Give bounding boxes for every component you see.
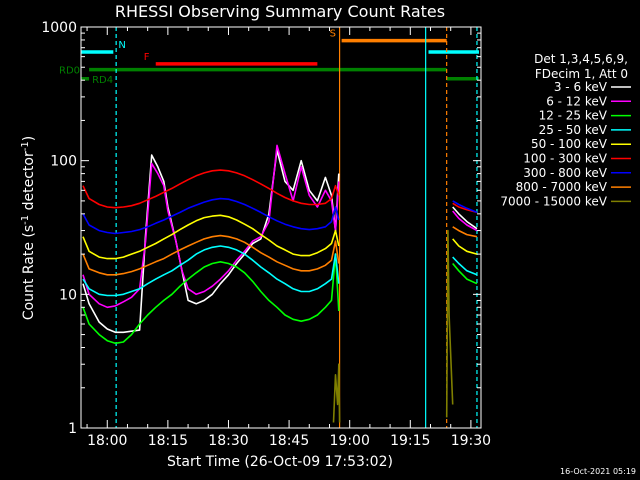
x-tick-label-4: 19:00 bbox=[330, 433, 370, 449]
legend-label-4: 50 - 100 keV bbox=[531, 137, 608, 151]
mode-change-lines bbox=[115, 27, 478, 428]
legend-header-line-1: Det 1,3,4,5,6,9, bbox=[534, 52, 628, 66]
y-axis-label-start: Count Rate (s bbox=[21, 225, 37, 320]
legend-label-5: 100 - 300 keV bbox=[523, 152, 607, 166]
axis-ticks: 18:00 18:15 18:30 18:45 19:00 19:15 19:30 1 10 10… bbox=[41, 20, 491, 449]
flag-label-rd4: RD4 bbox=[92, 75, 113, 86]
y-axis-label-mid: detector bbox=[21, 151, 37, 215]
x-axis-label: Start Time (26-Oct-09 17:53:02) bbox=[167, 454, 393, 470]
legend-label-2: 12 - 25 keV bbox=[539, 109, 608, 123]
series-line-8 bbox=[332, 229, 454, 423]
x-tick-label-5: 19:15 bbox=[390, 433, 430, 449]
series-line-4 bbox=[82, 214, 478, 260]
y-axis-label-sup-2: -1 bbox=[20, 141, 31, 151]
series-line-3 bbox=[82, 245, 478, 297]
x-tick-label-2: 18:30 bbox=[208, 433, 248, 449]
flag-label-rd0: RD0 bbox=[59, 66, 80, 77]
chart-title: RHESSI Observing Summary Count Rates bbox=[115, 2, 445, 21]
series-line-6 bbox=[82, 197, 478, 235]
legend-label-6: 300 - 800 keV bbox=[523, 166, 607, 180]
series-line-0 bbox=[82, 149, 478, 334]
flag-label-s: S bbox=[330, 29, 336, 40]
y-axis-label: Count Rate (s-1 detector-1) bbox=[20, 136, 37, 320]
legend-label-0: 3 - 6 keV bbox=[554, 80, 608, 94]
legend-label-7: 800 - 7000 keV bbox=[516, 180, 608, 194]
flag-label-f: F bbox=[144, 52, 150, 63]
flag-bars bbox=[81, 38, 479, 81]
timestamp: 16-Oct-2021 05:19 bbox=[560, 467, 636, 476]
series-line-2 bbox=[82, 253, 478, 345]
y-tick-label-0: 1 bbox=[68, 421, 77, 437]
y-axis-label-end: ) bbox=[21, 136, 37, 141]
y-tick-label-3: 1000 bbox=[41, 20, 77, 36]
series-lines bbox=[82, 144, 478, 423]
legend-label-8: 7000 - 15000 keV bbox=[500, 194, 607, 208]
legend-header-line-2: FDecim 1, Att 0 bbox=[535, 67, 628, 81]
x-tick-label-0: 18:00 bbox=[87, 433, 127, 449]
y-tick-label-1: 10 bbox=[59, 287, 77, 303]
flag-label-n: N bbox=[118, 40, 125, 51]
legend: Det 1,3,4,5,6,9, FDecim 1, Att 0 3 - 6 k… bbox=[500, 52, 631, 208]
legend-label-3: 25 - 50 keV bbox=[539, 123, 608, 137]
plot-frame bbox=[80, 26, 482, 429]
flag-labels: N F S RD0 RD4 bbox=[59, 29, 336, 86]
y-tick-label-2: 100 bbox=[50, 154, 77, 170]
x-tick-label-1: 18:15 bbox=[148, 433, 188, 449]
x-tick-label-6: 19:30 bbox=[451, 433, 491, 449]
series-line-7 bbox=[82, 226, 478, 276]
y-axis-label-sup-1: -1 bbox=[20, 215, 31, 225]
x-tick-label-3: 18:45 bbox=[269, 433, 309, 449]
legend-label-1: 6 - 12 keV bbox=[546, 94, 608, 108]
series-line-1 bbox=[82, 144, 478, 309]
